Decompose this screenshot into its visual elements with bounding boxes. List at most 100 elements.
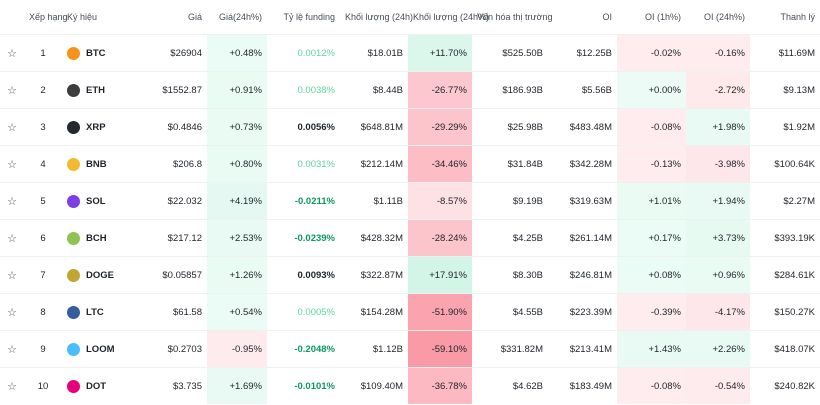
favorite-star[interactable]: ☆ <box>0 293 24 331</box>
cell: +17.91% <box>408 256 472 294</box>
symbol-name: SOL <box>86 195 106 207</box>
table-row: ☆ 3 XRP $0.4846 +0.73% 0.0056% $648.81M -29.29%… <box>0 108 820 146</box>
cell: $11.69M <box>750 34 820 72</box>
favorite-star[interactable]: ☆ <box>0 219 24 257</box>
column-header: Ký hiệu <box>67 12 98 22</box>
symbol-name: LOOM <box>86 343 115 355</box>
favorite-star[interactable]: ☆ <box>0 108 24 146</box>
rank: 10 <box>24 367 62 404</box>
symbol-name: BNB <box>86 158 107 170</box>
cell: $223.39M <box>548 293 617 331</box>
symbol-cell: BCH <box>62 219 150 257</box>
cell: $0.4846 <box>150 108 207 146</box>
cell: $1552.87 <box>150 71 207 109</box>
symbol-name: ETH <box>86 84 105 96</box>
coin-icon <box>67 157 80 171</box>
favorite-star[interactable]: ☆ <box>0 256 24 294</box>
cell: +0.54% <box>207 293 267 331</box>
cell: -26.77% <box>408 71 472 109</box>
cell: $4.55B <box>472 293 548 331</box>
symbol-name: BCH <box>86 232 107 244</box>
cell: $154.28M <box>340 293 408 331</box>
cell: +0.91% <box>207 71 267 109</box>
cell: $206.8 <box>150 145 207 183</box>
cell: 0.0031% <box>267 145 340 183</box>
cell: -3.98% <box>686 145 750 183</box>
rank: 5 <box>24 182 62 220</box>
cell: 0.0093% <box>267 256 340 294</box>
coin-icon <box>67 342 80 356</box>
cell: +3.73% <box>686 219 750 257</box>
symbol-cell: LTC <box>62 293 150 331</box>
favorite-star[interactable]: ☆ <box>0 330 24 368</box>
coin-icon <box>67 120 80 134</box>
cell: +2.53% <box>207 219 267 257</box>
cell: $109.40M <box>340 367 408 404</box>
cell: $284.61K <box>750 256 820 294</box>
symbol-name: DOT <box>86 380 107 392</box>
cell: $525.50B <box>472 34 548 72</box>
table-row: ☆ 9 LOOM $0.2703 -0.95% -0.2048% $1.12B -59.10%… <box>0 330 820 368</box>
column-header: Thanh lý <box>780 12 815 22</box>
favorite-star[interactable]: ☆ <box>0 71 24 109</box>
cell: -0.13% <box>617 145 686 183</box>
favorite-star[interactable]: ☆ <box>0 34 24 72</box>
cell: -0.08% <box>617 367 686 404</box>
symbol-name: DOGE <box>86 269 114 281</box>
symbol-name: XRP <box>86 121 106 133</box>
cell: $12.25B <box>548 34 617 72</box>
favorite-star[interactable]: ☆ <box>0 367 24 404</box>
symbol: LTC <box>67 305 145 319</box>
symbol-name: BTC <box>86 47 106 59</box>
cell: $18.01B <box>340 34 408 72</box>
column-header: Khối lượng (24h%) <box>413 12 489 22</box>
table-row: ☆ 7 DOGE $0.05857 +1.26% 0.0093% $322.87M +17.9… <box>0 256 820 294</box>
cell: $1.11B <box>340 182 408 220</box>
symbol: DOGE <box>67 268 145 282</box>
cell: +0.17% <box>617 219 686 257</box>
cell: $0.05857 <box>150 256 207 294</box>
column-header: Tỷ lệ funding <box>283 12 335 22</box>
favorite-star[interactable]: ☆ <box>0 182 24 220</box>
cell: +0.00% <box>617 71 686 109</box>
cell: +1.43% <box>617 330 686 368</box>
coin-icon <box>67 268 80 282</box>
table-row: ☆ 2 ETH $1552.87 +0.91% 0.0038% $8.44B -26.77% $… <box>0 71 820 109</box>
column-header: Vốn hóa thị trường <box>477 12 553 22</box>
cell: $261.14M <box>548 219 617 257</box>
symbol: DOT <box>67 379 145 393</box>
cell: $2.27M <box>750 182 820 220</box>
cell: 0.0012% <box>267 34 340 72</box>
symbol: LOOM <box>67 342 145 356</box>
cell: +4.19% <box>207 182 267 220</box>
cell: $8.44B <box>340 71 408 109</box>
column-header: Giá(24h%) <box>218 12 262 22</box>
symbol: XRP <box>67 120 145 134</box>
cell: -34.46% <box>408 145 472 183</box>
cell: $393.19K <box>750 219 820 257</box>
cell: $217.12 <box>150 219 207 257</box>
cell: $342.28M <box>548 145 617 183</box>
cell: $150.27K <box>750 293 820 331</box>
header-row: Xếp hạng Ký hiệu Giá Giá(24h%) Tỷ lệ funding… <box>0 0 820 35</box>
rank: 9 <box>24 330 62 368</box>
cell: $246.81M <box>548 256 617 294</box>
column-header: OI <box>602 12 612 22</box>
cell: $428.32M <box>340 219 408 257</box>
coin-icon <box>67 46 80 60</box>
cell: $100.64K <box>750 145 820 183</box>
table-row: ☆ 5 SOL $22.032 +4.19% -0.0211% $1.11B -8.57% $9… <box>0 182 820 220</box>
rank: 6 <box>24 219 62 257</box>
cell: $212.14M <box>340 145 408 183</box>
favorite-star[interactable]: ☆ <box>0 145 24 183</box>
cell: -8.57% <box>408 182 472 220</box>
cell: -0.16% <box>686 34 750 72</box>
table-row: ☆ 1 BTC $26904 +0.48% 0.0012% $18.01B +11.70% $5… <box>0 34 820 72</box>
cell: -29.29% <box>408 108 472 146</box>
rank: 7 <box>24 256 62 294</box>
symbol-name: LTC <box>86 306 104 318</box>
coin-icon <box>67 194 80 208</box>
coin-icon <box>67 379 80 393</box>
